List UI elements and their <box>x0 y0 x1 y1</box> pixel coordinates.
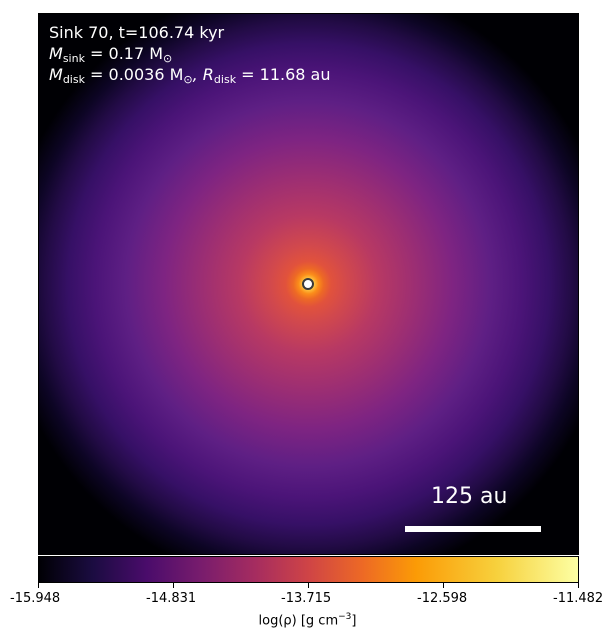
sink-marker-icon <box>302 278 314 290</box>
colorbar-tick-label: -13.715 <box>281 591 332 606</box>
scale-bar-label: 125 au <box>431 484 508 509</box>
colorbar-tick <box>578 583 579 588</box>
disk-properties-label: Mdisk = 0.0036 M⊙, Rdisk = 11.68 au <box>49 65 331 86</box>
sink-title: Sink 70, t=106.74 kyr <box>49 23 225 42</box>
colorbar <box>38 556 579 583</box>
colorbar-tick-label: -11.482 <box>553 591 604 606</box>
sink-mass-label: Msink = 0.17 M⊙ <box>49 44 173 65</box>
colorbar-tick <box>443 583 444 588</box>
colorbar-tick <box>173 583 174 588</box>
colorbar-tick-label: -14.831 <box>146 591 197 606</box>
colorbar-tick <box>308 583 309 588</box>
colorbar-tick-label: -12.598 <box>417 591 468 606</box>
colorbar-tick <box>38 583 39 588</box>
scale-bar <box>405 526 541 532</box>
colorbar-label: log(ρ) [g cm−3] <box>258 612 357 629</box>
density-map: Sink 70, t=106.74 kyr Msink = 0.17 M⊙ Md… <box>38 13 579 555</box>
colorbar-tick-label: -15.948 <box>10 591 61 606</box>
